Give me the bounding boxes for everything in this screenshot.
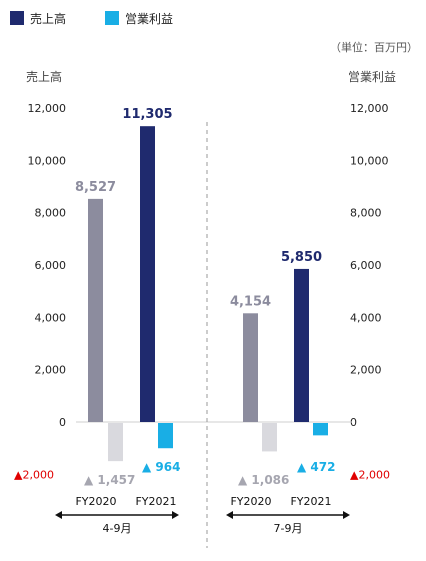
period-label: 4-9月 (103, 522, 132, 535)
sales-bar-fy2020-1 (88, 198, 103, 422)
right-tick-label: 6,000 (350, 259, 382, 272)
operating-income-label-fy2021-2: ▲ 472 (297, 460, 335, 474)
legend-label-operating-income: 営業利益 (125, 12, 173, 26)
left-tick-label-negative: ▲2,000 (14, 468, 54, 481)
left-axis-title: 売上高 (26, 69, 62, 84)
left-tick-label: 8,000 (35, 207, 67, 220)
period-arrow-head-right (172, 511, 179, 519)
left-axis-ticks: 12,000 10,000 8,000 6,000 4,000 2,000 0 ▲2,000 (14, 102, 66, 481)
period-arrow-head-left (55, 511, 62, 519)
right-axis-title: 営業利益 (348, 70, 396, 84)
operating-income-label-fy2020-2: ▲ 1,086 (238, 473, 289, 487)
bars (88, 126, 328, 462)
x-tick-label: FY2021 (290, 495, 331, 508)
right-tick-label: 0 (350, 416, 357, 429)
sales-label-fy2021-2: 5,850 (281, 250, 322, 265)
right-tick-label: 2,000 (350, 364, 382, 377)
period-label: 7-9月 (274, 522, 303, 535)
sales-bar-fy2021-2 (294, 268, 309, 422)
operating-income-bar-fy2021-2 (313, 423, 328, 436)
sales-label-fy2020-2: 4,154 (230, 294, 271, 309)
sales-bar-fy2021-1 (140, 126, 155, 422)
sales-label-fy2020-1: 8,527 (75, 180, 116, 195)
left-tick-label: 6,000 (35, 259, 67, 272)
x-tick-label: FY2021 (135, 495, 176, 508)
right-tick-label: 4,000 (350, 311, 382, 324)
left-tick-label: 4,000 (35, 311, 67, 324)
x-tick-label: FY2020 (75, 495, 116, 508)
operating-income-label-fy2021-1: ▲ 964 (142, 460, 180, 474)
legend-swatch-sales (10, 11, 24, 25)
left-tick-label: 10,000 (28, 154, 67, 167)
legend-swatch-operating-income (105, 11, 119, 25)
sales-bar-fy2020-2 (243, 313, 258, 422)
x-axis-labels: FY2020 FY2021 4-9月 FY2020 FY2021 7-9月 (55, 495, 350, 535)
right-tick-label-negative: ▲2,000 (350, 468, 390, 481)
right-tick-label: 8,000 (350, 207, 382, 220)
legend-label-sales: 売上高 (30, 11, 66, 26)
operating-income-bar-fy2020-2 (262, 423, 277, 452)
operating-income-bar-fy2021-1 (158, 423, 173, 449)
left-tick-label: 12,000 (28, 102, 67, 115)
period-arrow-head-left (226, 511, 233, 519)
data-labels: 8,527 11,305 ▲ 1,457 ▲ 964 4,154 5,850 ▲ 1,086… (75, 107, 336, 487)
period-arrow-head-right (343, 511, 350, 519)
operating-income-bar-fy2020-1 (108, 423, 123, 462)
operating-income-label-fy2020-1: ▲ 1,457 (84, 473, 135, 487)
right-tick-label: 10,000 (350, 154, 389, 167)
x-tick-label: FY2020 (230, 495, 271, 508)
left-tick-label: 0 (59, 416, 66, 429)
sales-label-fy2021-1: 11,305 (122, 107, 172, 122)
unit-note: （単位：百万円） (330, 40, 418, 54)
legend: 売上高 営業利益 (10, 11, 173, 26)
right-tick-label: 12,000 (350, 102, 389, 115)
left-tick-label: 2,000 (35, 364, 67, 377)
right-axis-ticks: 12,000 10,000 8,000 6,000 4,000 2,000 0 ▲2,000 (350, 102, 390, 481)
